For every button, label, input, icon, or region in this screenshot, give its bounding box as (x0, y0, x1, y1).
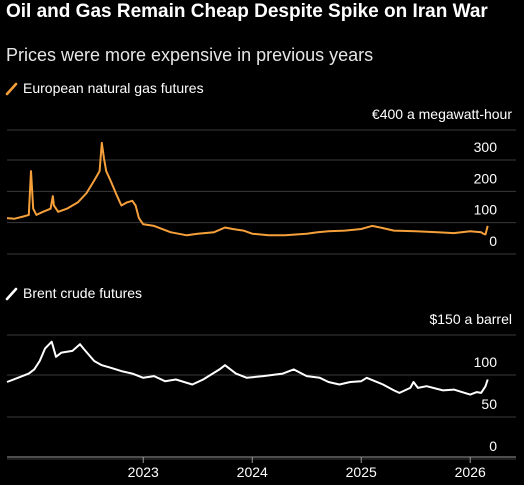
x-tick-label: 2023 (128, 464, 159, 480)
oil-y-tick-label: 50 (481, 396, 497, 412)
oil-legend: Brent crude futures (5, 285, 142, 301)
gas-y-tick-labels: 0 100 200 300 (474, 139, 498, 249)
gas-legend: European natural gas futures (5, 80, 204, 96)
gas-legend-label: European natural gas futures (23, 80, 204, 96)
oil-y-tick-label: 0 (489, 438, 497, 454)
oil-series-line (6, 340, 489, 396)
oil-y-tick-label: 100 (474, 354, 498, 370)
gas-gridlines (7, 129, 516, 255)
x-tick-label: 2026 (455, 464, 486, 480)
x-tick-label: 2025 (346, 464, 377, 480)
gas-legend-swatch (5, 82, 18, 96)
chart-subtitle: Prices were more expensive in previous y… (6, 45, 374, 65)
gas-series-line (6, 141, 489, 237)
gas-unit-label: €400 a megawatt-hour (372, 106, 512, 122)
chart-title: Oil and Gas Remain Cheap Despite Spike o… (6, 1, 488, 22)
gas-y-tick-label: 300 (474, 139, 498, 155)
x-axis-ticks: 2023 2024 2025 2026 (128, 457, 486, 480)
x-tick-label: 2024 (237, 464, 268, 480)
gas-y-tick-label: 200 (474, 170, 498, 186)
gas-y-tick-label: 100 (474, 202, 498, 218)
gas-y-tick-label: 0 (489, 233, 497, 249)
oil-legend-swatch (5, 287, 18, 301)
oil-legend-label: Brent crude futures (23, 285, 142, 301)
oil-unit-label: $150 a barrel (429, 311, 512, 327)
oil-y-tick-labels: 0 50 100 (474, 354, 498, 454)
oil-gridlines (7, 334, 516, 460)
